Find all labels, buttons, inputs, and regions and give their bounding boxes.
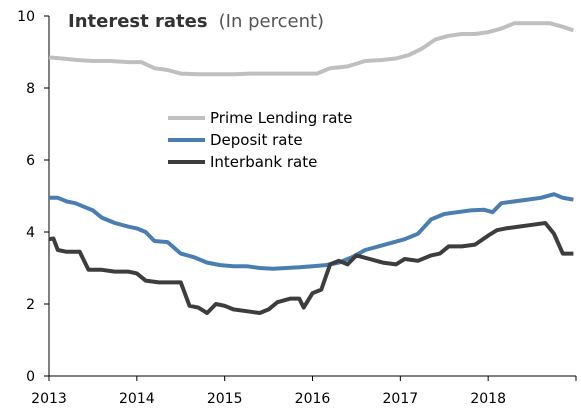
legend-label: Interbank rate — [210, 153, 317, 171]
x-tick-label: 2017 — [383, 391, 419, 407]
y-tick-label: 8 — [26, 81, 35, 97]
series-line-deposit-rate — [49, 192, 574, 271]
x-tick-label: 2016 — [295, 391, 331, 407]
legend: Prime Lending rate Deposit rate Interbank … — [168, 109, 353, 171]
x-tick-label: 2018 — [470, 391, 506, 407]
series-line-prime-lending-rate — [48, 21, 575, 77]
axes — [48, 16, 576, 377]
chart-title-group: Interest rates (In percent) — [68, 11, 324, 32]
y-tick-label: 2 — [26, 297, 35, 313]
series-lines — [48, 21, 575, 315]
y-tick-label: 10 — [17, 9, 35, 25]
legend-label: Prime Lending rate — [210, 109, 353, 127]
y-tick-label: 6 — [26, 153, 35, 169]
y-tick-label: 4 — [26, 225, 35, 241]
chart-subtitle: (In percent) — [219, 11, 324, 32]
x-tick-label: 2013 — [31, 391, 67, 407]
y-tick-label: 0 — [26, 369, 35, 385]
x-tick-label: 2015 — [207, 391, 243, 407]
y-ticks: 0 2 4 6 8 10 — [17, 9, 49, 385]
chart-title: Interest rates — [68, 11, 208, 32]
x-tick-label: 2014 — [119, 391, 155, 407]
legend-label: Deposit rate — [210, 131, 303, 149]
x-ticks: 2013 2014 2015 2016 2017 2018 — [31, 376, 577, 407]
series-line-interbank-rate — [48, 221, 574, 315]
